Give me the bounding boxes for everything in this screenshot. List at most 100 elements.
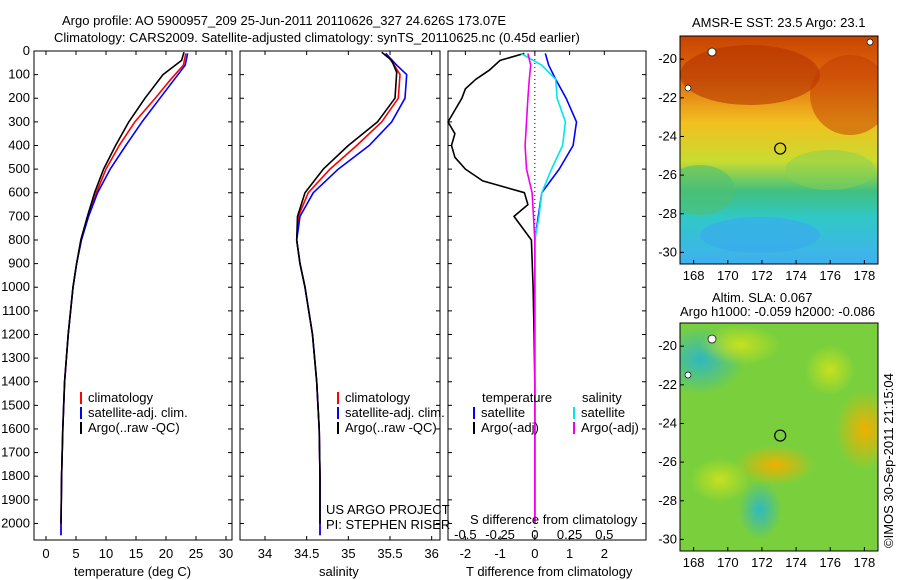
depth-tick-label: 1300 [1, 350, 30, 365]
map-x-tick-label: 174 [785, 555, 807, 570]
depth-tick-label: 1700 [1, 445, 30, 460]
x-tick-label: 34.5 [294, 546, 319, 561]
map-x-tick-label: 168 [683, 268, 705, 283]
sst-map-frame [679, 35, 879, 265]
depth-tick-label: 0 [23, 43, 30, 58]
temperature-legend-argo: Argo(..raw -QC) [88, 420, 180, 435]
depth-tick-label: 1500 [1, 397, 30, 412]
salinity-legend-satellite: satellite-adj. clim. [345, 405, 445, 420]
difference-x-axis: -2 -1 0 1 2 -0.5 -0.25 0 0.25 0.5 [454, 51, 613, 561]
x-tick-label: -1 [494, 546, 506, 561]
x-tick-label: 15 [129, 546, 143, 561]
map-x-tick-label: 174 [785, 268, 807, 283]
depth-tick-label: 1000 [1, 279, 30, 294]
map-y-tick-label: -28 [658, 493, 677, 508]
map-y-tick-label: -20 [658, 338, 677, 353]
series-line-argo-raw-qc- [295, 51, 398, 524]
salinity-legend: climatology satellite-adj. clim. Argo(..… [337, 390, 445, 435]
legend-t-argo: Argo(-adj) [481, 420, 539, 435]
series-line-s-argo-adj- [524, 53, 536, 524]
salinity-diff-tick-label: -0.25 [485, 527, 515, 542]
map-y-tick-label: -30 [658, 531, 677, 546]
map-x-tick-label: 178 [853, 268, 875, 283]
salinity-diff-tick-label: 0.25 [557, 527, 582, 542]
project-annotation: US ARGO PROJECT [326, 502, 450, 517]
salinity-x-axis: 34 34.5 35 35.5 36 [258, 51, 439, 561]
x-tick-label: 10 [99, 546, 113, 561]
depth-tick-label: 2000 [1, 515, 30, 530]
map-x-tick-label: 168 [683, 555, 705, 570]
x-tick-label: 20 [159, 546, 173, 561]
map-x-tick-label: 178 [853, 555, 875, 570]
x-tick-label: 34 [258, 546, 272, 561]
legend-temperature-title: temperature [482, 390, 552, 405]
depth-axis: 0 100 200 300 400 500 600 700 800 900 1000 1100 1200… [1, 43, 30, 530]
difference-series [447, 52, 578, 524]
map-y-tick-label: -24 [658, 128, 677, 143]
map-y-tick-label: -26 [658, 454, 677, 469]
legend-salinity-title: salinity [582, 390, 622, 405]
sla-map-subtitle: Argo h1000: -0.059 h2000: -0.086 [680, 304, 875, 319]
temperature-legend-climatology: climatology [88, 390, 154, 405]
depth-tick-label: 200 [8, 90, 30, 105]
sla-map-frame [679, 322, 879, 552]
salinity-series [295, 51, 408, 536]
difference-plot-frame [447, 50, 647, 541]
map-y-tick-label: -22 [658, 90, 677, 105]
depth-tick-label: 600 [8, 185, 30, 200]
salinity-legend-argo: Argo(..raw -QC) [345, 420, 437, 435]
imos-timestamp: ©IMOS 30-Sep-2011 21:15:04 [881, 373, 896, 548]
depth-tick-label: 800 [8, 232, 30, 247]
series-line-climatology [60, 53, 187, 536]
temperature-legend-satellite: satellite-adj. clim. [88, 405, 188, 420]
x-tick-label: 35.5 [377, 546, 402, 561]
depth-tick-label: 300 [8, 114, 30, 129]
title-line-2: Climatology: CARS2009. Satellite-adjuste… [54, 30, 580, 45]
temperature-legend: climatology satellite-adj. clim. Argo(..… [80, 390, 188, 435]
pi-annotation: PI: STEPHEN RISER [326, 517, 450, 532]
series-line-climatology [295, 52, 401, 536]
depth-tick-label: 1400 [1, 374, 30, 389]
sst-map-title: AMSR-E SST: 23.5 Argo: 23.1 [692, 15, 865, 30]
title-line-1: Argo profile: AO 5900957_209 25-Jun-2011… [62, 13, 506, 28]
depth-tick-label: 1600 [1, 421, 30, 436]
depth-tick-label: 1900 [1, 492, 30, 507]
map-x-tick-label: 176 [819, 555, 841, 570]
series-line-satellite-adj-clim- [295, 52, 408, 536]
map-x-tick-label: 172 [751, 555, 773, 570]
depth-tick-label: 500 [8, 161, 30, 176]
depth-tick-label: 1200 [1, 326, 30, 341]
legend-t-satellite: satellite [481, 405, 525, 420]
map-y-tick-label: -26 [658, 167, 677, 182]
salinity-xlabel: salinity [319, 564, 359, 579]
map-x-tick-label: 172 [751, 268, 773, 283]
series-line-s-satellite [520, 52, 567, 524]
salinity-diff-tick-label: 0.5 [595, 527, 613, 542]
difference-xlabel: T difference from climatology [466, 564, 633, 579]
x-tick-label: 1 [566, 546, 573, 561]
depth-tick-label: 1100 [2, 303, 30, 318]
difference-legend: temperature satellite Argo(-adj) salinit… [473, 390, 639, 435]
legend-s-satellite: satellite [581, 405, 625, 420]
temperature-xlabel: temperature (deg C) [74, 564, 191, 579]
legend-s-argo: Argo(-adj) [581, 420, 639, 435]
sst-heatmap [680, 36, 878, 264]
temperature-plot-frame [33, 50, 233, 541]
sla-heatmap [680, 323, 878, 551]
series-line-argo-raw-qc- [60, 51, 185, 524]
salinity-diff-tick-label: -0.5 [454, 527, 476, 542]
map-x-tick-label: 170 [717, 555, 739, 570]
map-x-tick-label: 170 [717, 268, 739, 283]
depth-tick-label: 100 [8, 67, 30, 82]
sla-map-title: Altim. SLA: 0.067 [712, 290, 812, 305]
sst-map-axes: 168 170 172 174 176 178 -20 -22 -24 -26 -28 -30 [658, 51, 875, 283]
temperature-series [60, 51, 189, 536]
depth-tick-label: 1800 [1, 468, 30, 483]
depth-tick-label: 400 [8, 137, 30, 152]
x-tick-label: 36 [424, 546, 438, 561]
x-tick-label: 30 [219, 546, 233, 561]
map-y-tick-label: -22 [658, 377, 677, 392]
x-tick-label: 25 [189, 546, 203, 561]
depth-tick-label: 900 [8, 256, 30, 271]
x-tick-label: 35 [341, 546, 355, 561]
